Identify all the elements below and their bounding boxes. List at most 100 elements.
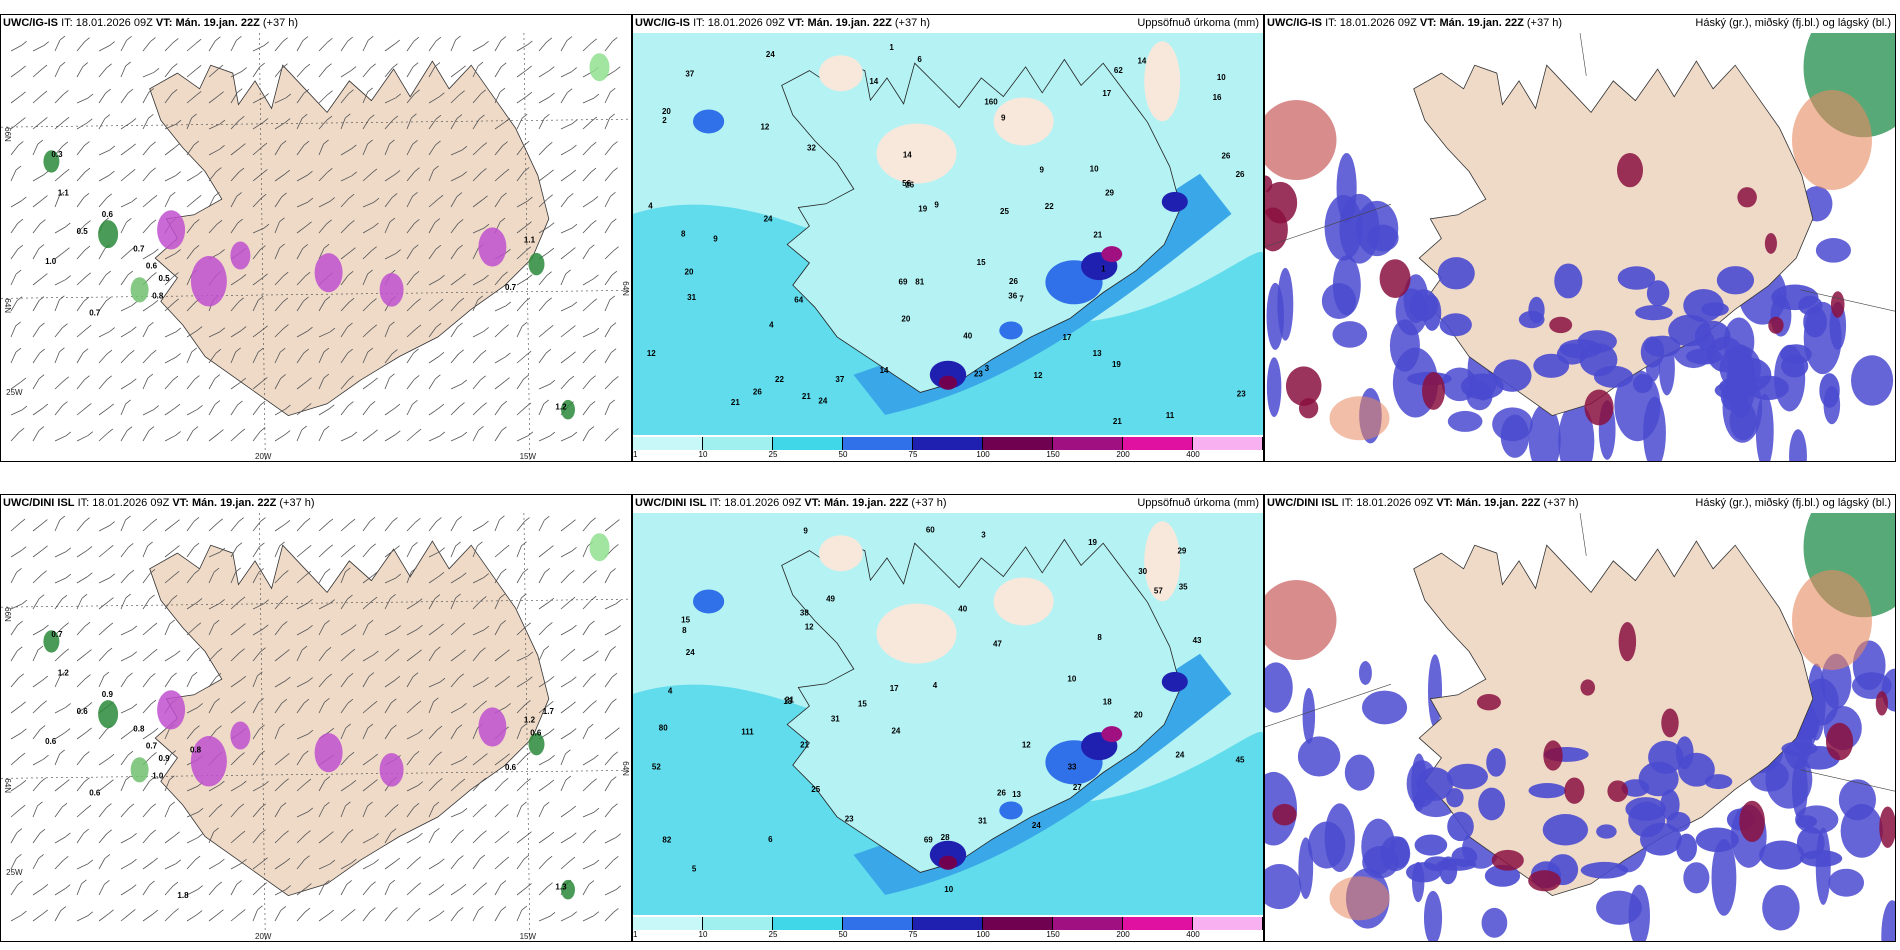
wind-barb-flag [392,115,399,121]
value-label: 8 [681,229,686,238]
wind-barb [450,248,458,260]
wind-barb [76,706,88,714]
low-cloud [1558,401,1595,461]
wind-barb [10,121,21,130]
wind-barb-flag [153,405,159,410]
wind-barb-flag [39,348,45,354]
wind-barb-flag [127,88,134,94]
wind-barb-flag [16,853,22,859]
wind-barb-flag [239,428,246,434]
colorbar-segment [843,437,913,450]
wind-barb [76,41,85,52]
wind-barb-flag [174,831,180,837]
wind-barb-flag [109,521,115,526]
wind-barb-flag [415,882,422,888]
wind-barb [362,783,373,792]
wind-barb-flag [128,803,135,809]
value-label: 1 [889,43,894,52]
wind-barb [54,551,66,558]
wind-barb-flag [590,673,596,679]
wind-barb [252,546,260,558]
wind-barb-flag [214,191,220,197]
mid-cloud [1422,372,1445,410]
wind-barb-flag [547,882,553,887]
wind-barb [164,727,171,740]
wind-barb [120,629,133,636]
wind-barb [428,681,441,688]
graticule-lat [1,290,631,299]
wind-barb-flag [588,426,595,431]
wind-barb [164,885,174,896]
wind-barb-flag [526,91,533,97]
precip-blob [98,220,119,249]
low-cloud [1361,690,1408,725]
low-cloud [1266,357,1282,417]
wind-barb [274,67,283,78]
wind-barb [516,301,526,312]
wind-barb-flag [546,271,552,277]
low-cloud [1799,850,1843,867]
low-cloud [1628,801,1666,838]
wind-barb [230,432,241,442]
wind-barb [538,572,546,584]
wind-barb-flag [130,378,137,384]
wind-barb-flag [390,594,396,599]
panel-field-label: Uppsöfnuð úrkoma (mm) [1137,17,1259,29]
wind-barb [384,598,391,610]
wind-barb-flag [21,728,27,734]
wind-barb [120,147,131,156]
wind-barb-flag [367,87,373,93]
wind-barb-flag [130,909,136,914]
wind-barb-flag [195,38,202,44]
wind-barb [472,199,483,208]
wind-barb [10,273,17,286]
wind-barb-flag [303,698,310,704]
value-label: 8 [682,626,687,635]
wind-barb-flag [175,327,182,333]
wind-barb-flag [218,429,224,434]
wind-barb [582,353,592,364]
colorbar-segment [1123,437,1193,450]
wind-barb [186,602,198,610]
wind-barb [274,806,282,818]
wind-barb [384,43,395,52]
wind-barb-flag [500,62,507,68]
wind-barb [208,68,219,78]
wind-barb-flag [304,855,310,860]
wind-barb-flag [369,401,376,406]
wind-barb [582,97,595,104]
value-label: 69 [924,836,933,845]
wind-barb [76,883,82,896]
wind-barb-flag [328,909,335,915]
value-label: 17 [890,684,899,693]
wind-barb [10,200,22,208]
wind-barb [406,40,415,52]
wind-barb-flag [59,35,66,41]
wind-barb [406,807,415,818]
wind-barb [186,707,198,714]
panel-precip-igis: UWC/IG-IS IT: 18.01.2026 09Z VT: Mán. 19… [632,14,1264,462]
wind-barb [450,383,463,390]
wind-barb-flag [236,192,242,197]
wind-barb-flag [548,728,555,734]
value-label: 0.6 [102,210,114,219]
wind-barb [582,884,590,896]
colorbar-label: 10 [698,930,708,939]
wind-barb [406,432,417,442]
low-cloud [1297,736,1341,777]
wind-barb-flag [284,118,291,123]
wind-barb-flag [592,196,599,201]
wind-barb-flag [593,650,599,656]
wind-barb [10,409,23,416]
wind-barb-flag [567,193,574,198]
wind-barb [76,832,85,844]
wind-barb [230,351,236,364]
value-label: 0.8 [133,724,145,733]
wind-barb-flag [457,219,464,224]
wind-barb-flag [108,779,114,784]
wind-barb-flag [20,546,27,551]
wind-barb-flag [571,119,578,125]
wind-barb-flag [195,622,202,628]
wind-barb-flag [304,63,311,69]
value-label: 43 [1193,636,1202,645]
